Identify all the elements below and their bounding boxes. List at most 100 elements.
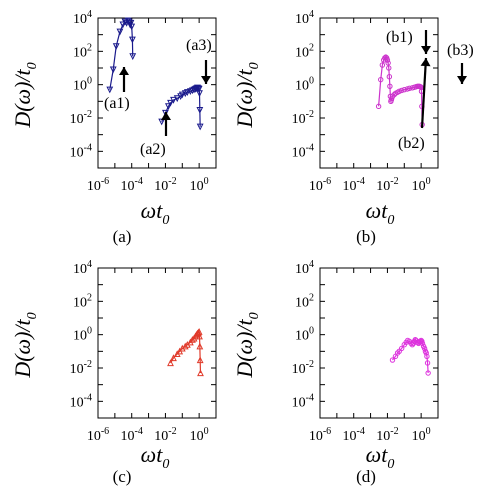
data-point [389,357,396,363]
y-tick-label: 104 [295,259,314,277]
y-tick-label: 104 [295,9,314,27]
data-point [375,103,382,110]
y-tick-label: 10-4 [292,392,314,410]
annotation-arrowhead [421,46,431,54]
data-point [391,92,397,98]
annotation-label: (b3) [447,42,474,59]
y-tick-label: 100 [73,326,92,344]
data-point [385,60,391,66]
data-point [183,89,191,96]
y-tick-label: 10-4 [70,392,92,410]
data-point [196,356,204,364]
x-tick-label: 10-4 [343,176,365,194]
data-point [170,354,177,362]
annotation-arrowhead [119,67,129,75]
y-tick-label: 10-4 [70,142,92,160]
y-tick-label: 102 [295,42,314,60]
annotation-label: (b1) [386,29,413,46]
data-point [425,370,431,376]
data-point [196,342,204,350]
x-tick-label: 10-2 [154,176,176,194]
x-axis-label: ωt0 [366,198,395,228]
x-axis-label: ωt0 [141,442,170,472]
data-point [167,99,174,107]
data-point [398,345,405,352]
y-tick-label: 100 [295,326,314,344]
y-tick-label: 100 [295,76,314,94]
data-point [396,88,402,94]
annotation-label: (a2) [140,141,166,158]
x-tick-label: 10-6 [309,176,331,194]
data-point [401,86,407,93]
panel-caption: (a) [113,227,132,246]
data-point [167,359,174,367]
data-point [173,95,181,103]
x-tick-label: 10-2 [154,426,176,444]
data-point [379,62,386,68]
data-point [195,85,203,93]
data-point [181,342,189,350]
annotation-arrowhead [457,76,467,84]
data-point [423,350,429,356]
data-point [197,369,204,377]
data-point [178,344,186,352]
y-axis-label: D(ω)/t0 [10,312,40,378]
data-point [384,57,391,63]
x-tick-label: 10-6 [309,426,331,444]
y-tick-label: 104 [73,259,92,277]
data-point [189,87,196,95]
plot-frame [97,267,217,419]
data-point [129,36,136,44]
annotation-label: (a3) [186,37,212,54]
data-point [419,340,426,347]
data-point [170,96,177,104]
y-tick-label: 10-2 [292,359,314,377]
x-tick-label: 10-4 [121,176,143,194]
x-tick-label: 10-6 [87,176,109,194]
data-point [194,329,201,337]
data-point [164,103,172,111]
y-tick-label: 102 [295,292,314,310]
x-tick-label: 10-4 [121,426,143,444]
annotation-label: (b2) [398,135,425,152]
chart-panel-1: 10-6 10-4 10-2 100 104 102 100 10-2 10-4 D(ω)/t0 ω… [10,9,217,246]
data-point [109,66,117,74]
plot-frame [319,267,439,419]
data-series-line [161,87,201,127]
data-point [406,85,413,92]
data-point [112,43,120,51]
data-point [424,353,430,360]
x-tick-label: 10-2 [376,426,398,444]
panel-caption: (c) [113,467,132,486]
data-point [386,65,392,71]
data-point [129,53,137,61]
data-point [127,19,135,27]
data-point [121,18,129,26]
chart-panel-2: 10-6 10-4 10-2 100 104 102 100 10-2 10-4 D(ω)/t0 ω… [232,9,474,246]
annotation-arrowhead [161,112,171,120]
x-tick-label: 10-6 [87,426,109,444]
x-tick-label: 10-4 [343,426,365,444]
data-series-line [169,330,202,374]
data-point [106,86,114,94]
data-point [386,74,393,80]
y-axis-label: D(ω)/t0 [10,62,40,128]
y-tick-label: 102 [73,42,92,60]
data-point [389,93,396,100]
data-point [128,23,136,31]
chart-panel-4: 10-6 10-4 10-2 100 104 102 100 10-2 10-4 D(ω)/t0 ω… [232,259,439,486]
annotation-arrowhead [420,58,431,67]
y-tick-label: 104 [73,9,92,27]
x-tick-label: 100 [412,176,431,194]
data-point [418,337,424,344]
x-axis-label: ωt0 [366,442,395,472]
data-point [378,76,384,83]
x-tick-label: 100 [190,176,209,194]
y-axis-label: D(ω)/t0 [232,312,262,378]
data-point [178,91,186,99]
data-point [394,350,401,356]
x-tick-label: 10-2 [376,176,398,194]
panel-caption: (d) [356,467,376,486]
annotation-arrowhead [201,76,211,84]
